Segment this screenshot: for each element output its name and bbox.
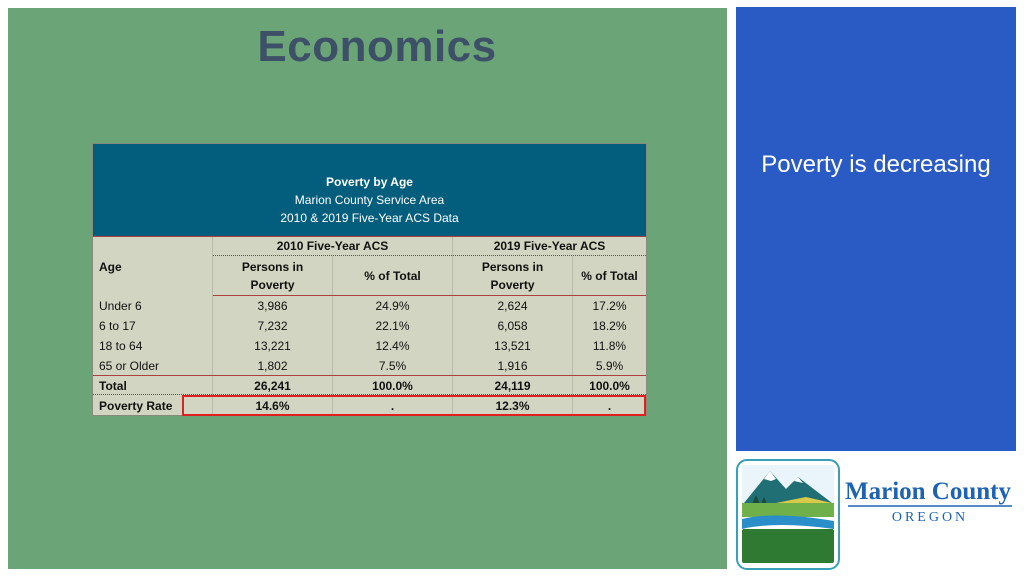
row-age: 65 or Older [99,359,160,373]
row-persons-2019: 6,058 [497,319,528,333]
total-persons-2019: 24,119 [494,379,531,393]
total-pct-2019: 100.0% [589,379,630,393]
row-persons-2019: 1,916 [497,359,528,373]
group-header-2019: 2019 Five-Year ACS [493,239,606,253]
row-pct-2019: 5.9% [595,359,624,373]
persons-header-2010-line1: Persons in [241,260,304,274]
row-persons-2019: 13,521 [494,339,531,353]
row-persons-2010: 1,802 [257,359,288,373]
row-pct-2019: 17.2% [592,299,627,313]
poverty-rate-2010: 14.6% [255,399,290,413]
row-age: Under 6 [99,299,142,313]
pct-header-2010: % of Total [364,269,421,283]
persons-header-2019-line2: Poverty [490,278,535,292]
poverty-rate-pct-2019: . [607,399,612,413]
row-persons-2010: 7,232 [257,319,288,333]
table-title: Poverty by Age [326,175,413,189]
total-pct-2010: 100.0% [372,379,413,393]
row-pct-2010: 12.4% [375,339,410,353]
total-bottom-divider [93,394,646,395]
poverty-table: Poverty by Age Marion County Service Are… [92,143,647,416]
poverty-rate-highlight-box [182,395,646,416]
table-source: 2010 & 2019 Five-Year ACS Data [280,211,459,225]
total-top-divider [93,375,646,376]
row-persons-2010: 3,986 [257,299,288,313]
row-age: 6 to 17 [99,319,136,333]
row-persons-2019: 2,624 [497,299,528,313]
poverty-rate-2019: 12.3% [495,399,530,413]
column-divider [572,256,573,415]
persons-header-2010-line2: Poverty [250,278,295,292]
logo-emblem-icon: Marion County OREGON [736,459,1012,570]
row-pct-2010: 22.1% [375,319,410,333]
row-pct-2019: 18.2% [592,319,627,333]
row-persons-2010: 13,221 [254,339,291,353]
table-subtitle: Marion County Service Area [294,193,445,207]
row-pct-2019: 11.8% [592,339,627,353]
pct-header-2019: % of Total [581,269,638,283]
logo-name-text: Marion County [845,478,1011,505]
column-divider [452,237,453,415]
table-header-banner: Poverty by Age Marion County Service Are… [93,144,646,237]
persons-header-2019-line1: Persons in [481,260,544,274]
marion-county-logo: Marion County OREGON [736,459,1018,571]
slide-title: Economics [257,22,497,71]
poverty-rate-label: Poverty Rate [99,399,173,413]
age-column-header: Age [99,260,122,274]
row-pct-2010: 24.9% [375,299,410,313]
column-divider [332,256,333,415]
total-persons-2010: 26,241 [254,379,291,393]
row-pct-2010: 7.5% [378,359,407,373]
group-header-divider [213,255,646,256]
row-age: 18 to 64 [99,339,143,353]
column-header-divider [213,295,646,296]
sidebar-text: Poverty is decreasing [761,151,991,178]
logo-state-text: OREGON [892,510,968,525]
group-header-2010: 2010 Five-Year ACS [276,239,389,253]
column-divider [212,237,213,415]
total-label: Total [99,379,127,393]
poverty-rate-pct-2010: . [390,399,395,413]
sidebar-panel: Poverty is decreasing [736,7,1016,451]
